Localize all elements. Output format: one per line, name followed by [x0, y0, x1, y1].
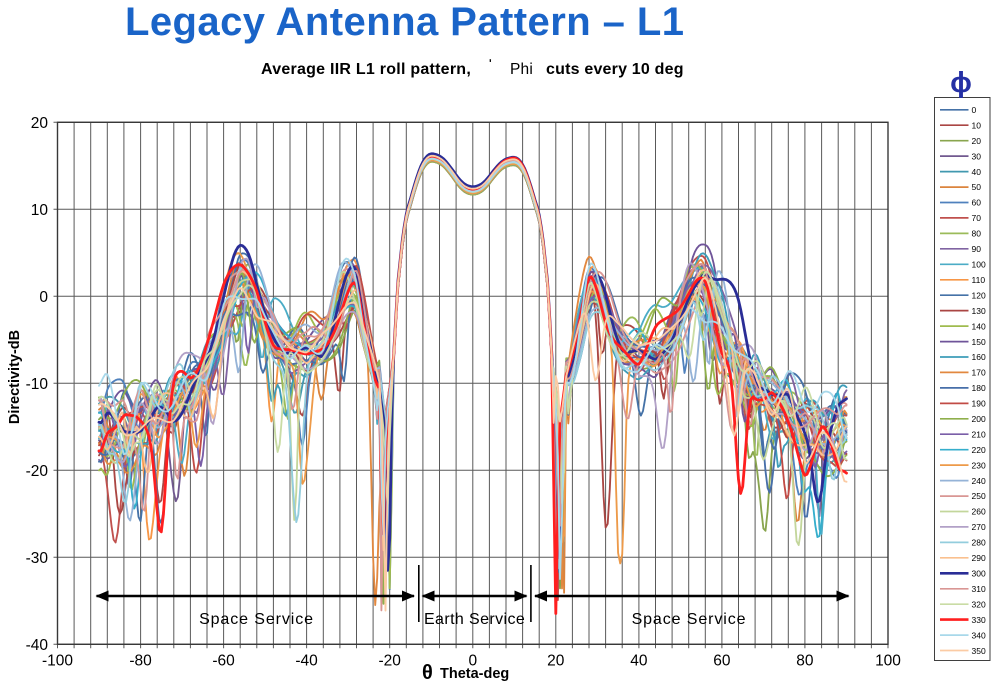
- svg-text:-20: -20: [378, 653, 401, 670]
- svg-text:-30: -30: [26, 550, 49, 567]
- svg-text:340: 340: [972, 630, 986, 640]
- svg-text:Average IIR L1 roll pattern,: Average IIR L1 roll pattern,: [261, 61, 471, 78]
- svg-text:170: 170: [972, 368, 986, 378]
- svg-text:120: 120: [972, 290, 986, 300]
- svg-text:160: 160: [972, 352, 986, 362]
- svg-text:250: 250: [972, 491, 986, 501]
- svg-text:Directivity-dB: Directivity-dB: [7, 330, 23, 424]
- svg-text:130: 130: [972, 306, 986, 316]
- svg-text:-40: -40: [26, 637, 49, 654]
- svg-text:220: 220: [972, 445, 986, 455]
- svg-text:100: 100: [875, 653, 901, 670]
- svg-text:40: 40: [630, 653, 648, 670]
- svg-text:ʹ: ʹ: [489, 58, 492, 70]
- svg-text:10: 10: [31, 202, 49, 219]
- svg-text:280: 280: [972, 538, 986, 548]
- svg-text:80: 80: [972, 229, 982, 239]
- svg-text:50: 50: [972, 182, 982, 192]
- svg-text:100: 100: [972, 260, 986, 270]
- svg-text:0: 0: [972, 105, 977, 115]
- svg-text:20: 20: [31, 115, 49, 132]
- svg-text:190: 190: [972, 399, 986, 409]
- svg-text:60: 60: [713, 653, 731, 670]
- svg-text:Space Service: Space Service: [199, 611, 314, 628]
- svg-text:Legacy Antenna Pattern – L1: Legacy Antenna Pattern – L1: [125, 0, 684, 44]
- svg-text:260: 260: [972, 507, 986, 517]
- svg-text:Earth Service: Earth Service: [424, 611, 525, 628]
- svg-text:Space Service: Space Service: [632, 611, 747, 628]
- svg-text:40: 40: [972, 167, 982, 177]
- svg-text:-10: -10: [26, 376, 49, 393]
- svg-text:210: 210: [972, 429, 986, 439]
- svg-text:Theta-deg: Theta-deg: [440, 666, 509, 682]
- svg-text:-80: -80: [129, 653, 152, 670]
- svg-text:30: 30: [972, 151, 982, 161]
- svg-text:-20: -20: [26, 463, 49, 480]
- svg-text:-60: -60: [212, 653, 235, 670]
- svg-text:0: 0: [39, 289, 48, 306]
- svg-text:-100: -100: [42, 653, 73, 670]
- svg-text:240: 240: [972, 476, 986, 486]
- svg-text:140: 140: [972, 321, 986, 331]
- svg-text:110: 110: [972, 275, 986, 285]
- svg-text:Phi: Phi: [510, 61, 533, 78]
- svg-text:300: 300: [972, 569, 986, 579]
- svg-text:60: 60: [972, 198, 982, 208]
- svg-text:70: 70: [972, 213, 982, 223]
- svg-text:290: 290: [972, 553, 986, 563]
- svg-text:θ: θ: [422, 662, 433, 684]
- svg-text:230: 230: [972, 460, 986, 470]
- svg-text:350: 350: [972, 646, 986, 656]
- svg-text:200: 200: [972, 414, 986, 424]
- svg-text:330: 330: [972, 615, 986, 625]
- svg-text:270: 270: [972, 522, 986, 532]
- svg-text:90: 90: [972, 244, 982, 254]
- svg-text:320: 320: [972, 599, 986, 609]
- svg-text:20: 20: [972, 136, 982, 146]
- svg-text:10: 10: [972, 120, 982, 130]
- svg-text:ϕ: ϕ: [950, 67, 972, 99]
- svg-text:310: 310: [972, 584, 986, 594]
- svg-text:0: 0: [468, 653, 477, 670]
- svg-text:cuts every 10 deg: cuts every 10 deg: [546, 61, 684, 78]
- svg-text:-40: -40: [295, 653, 318, 670]
- svg-text:150: 150: [972, 337, 986, 347]
- svg-text:180: 180: [972, 383, 986, 393]
- svg-text:80: 80: [796, 653, 814, 670]
- svg-text:20: 20: [547, 653, 565, 670]
